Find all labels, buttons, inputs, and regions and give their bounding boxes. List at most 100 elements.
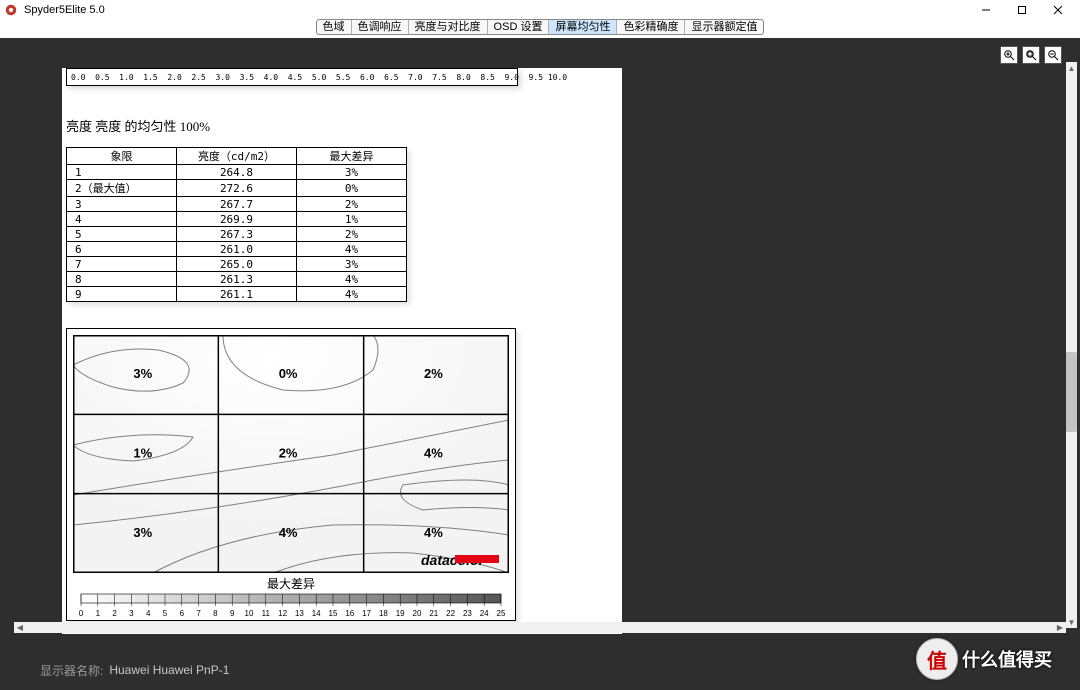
table-cell: 3%	[297, 165, 407, 180]
table-cell: 261.3	[177, 272, 297, 287]
table-row: 5267.32%	[67, 227, 407, 242]
table-row: 4269.91%	[67, 212, 407, 227]
svg-text:1%: 1%	[133, 445, 152, 460]
ruler-top: 0.0 0.5 1.0 1.5 2.0 2.5 3.0 3.5 4.0 4.5 …	[66, 68, 518, 86]
svg-text:3: 3	[129, 609, 134, 618]
app-icon	[4, 3, 18, 17]
tab-3[interactable]: OSD 设置	[488, 20, 550, 34]
svg-text:1: 1	[96, 609, 101, 618]
horizontal-scrollbar[interactable]: ◀ ▶	[14, 622, 1066, 633]
svg-text:0%: 0%	[279, 366, 298, 381]
tab-6[interactable]: 显示器额定值	[685, 20, 763, 34]
svg-text:3%: 3%	[133, 525, 152, 540]
report-page: 0.0 0.5 1.0 1.5 2.0 2.5 3.0 3.5 4.0 4.5 …	[62, 68, 622, 634]
table-cell: 1%	[297, 212, 407, 227]
uniformity-grid: 3%0%2%1%2%4%3%4%4%datacolor	[73, 335, 509, 573]
table-cell: 6	[67, 242, 177, 257]
svg-text:11: 11	[262, 609, 271, 618]
table-row: 3267.72%	[67, 197, 407, 212]
table-cell: 272.6	[177, 180, 297, 197]
svg-text:23: 23	[463, 609, 472, 618]
svg-text:10: 10	[245, 609, 254, 618]
svg-text:12: 12	[278, 609, 287, 618]
zoom-in-icon[interactable]	[1000, 46, 1018, 64]
svg-text:4%: 4%	[424, 445, 443, 460]
scroll-right-icon[interactable]: ▶	[1054, 622, 1066, 633]
uniformity-grid-panel: 3%0%2%1%2%4%3%4%4%datacolor 最大差异 0123456…	[66, 328, 516, 621]
svg-text:21: 21	[429, 609, 438, 618]
svg-text:17: 17	[362, 609, 371, 618]
tab-1[interactable]: 色调响应	[352, 20, 409, 34]
scroll-down-icon[interactable]: ▼	[1066, 616, 1077, 628]
svg-text:19: 19	[396, 609, 405, 618]
window-close-button[interactable]	[1040, 1, 1076, 19]
col-header-maxdiff: 最大差异	[297, 148, 407, 165]
table-cell: 8	[67, 272, 177, 287]
scroll-left-icon[interactable]: ◀	[14, 622, 26, 633]
svg-text:25: 25	[497, 609, 506, 618]
svg-text:6: 6	[180, 609, 185, 618]
report-viewport: 0.0 0.5 1.0 1.5 2.0 2.5 3.0 3.5 4.0 4.5 …	[14, 44, 1066, 634]
zoom-out-icon[interactable]	[1044, 46, 1062, 64]
table-cell: 5	[67, 227, 177, 242]
status-value: Huawei Huawei PnP-1	[109, 663, 229, 677]
table-cell: 4%	[297, 272, 407, 287]
table-row: 2（最大值）272.60%	[67, 180, 407, 197]
table-cell: 1	[67, 165, 177, 180]
table-cell: 261.1	[177, 287, 297, 302]
tab-0[interactable]: 色域	[317, 20, 352, 34]
table-row: 8261.34%	[67, 272, 407, 287]
table-cell: 265.0	[177, 257, 297, 272]
app-title: Spyder5Elite 5.0	[24, 4, 105, 16]
viewer-chrome: 0.0 0.5 1.0 1.5 2.0 2.5 3.0 3.5 4.0 4.5 …	[0, 38, 1080, 690]
window-maximize-button[interactable]	[1004, 1, 1040, 19]
table-row: 7265.03%	[67, 257, 407, 272]
svg-text:0: 0	[79, 609, 84, 618]
svg-text:13: 13	[295, 609, 304, 618]
svg-text:8: 8	[213, 609, 218, 618]
table-row: 6261.04%	[67, 242, 407, 257]
table-cell: 4%	[297, 287, 407, 302]
scroll-up-icon[interactable]: ▲	[1066, 62, 1077, 74]
svg-text:18: 18	[379, 609, 388, 618]
svg-text:4%: 4%	[424, 525, 443, 540]
table-cell: 2（最大值）	[67, 180, 177, 197]
vertical-scrollbar[interactable]: ▲ ▼	[1066, 62, 1077, 628]
zoom-toolbar	[1000, 46, 1062, 64]
watermark-glyph: 值	[916, 638, 958, 680]
svg-text:2: 2	[112, 609, 117, 618]
table-cell: 267.3	[177, 227, 297, 242]
svg-text:7: 7	[196, 609, 201, 618]
table-cell: 267.7	[177, 197, 297, 212]
svg-text:4%: 4%	[279, 525, 298, 540]
svg-text:9: 9	[230, 609, 235, 618]
vscroll-thumb[interactable]	[1066, 352, 1077, 432]
svg-text:15: 15	[329, 609, 338, 618]
table-row: 1264.83%	[67, 165, 407, 180]
legend-scale: 0123456789101112131415161718192021222324…	[73, 592, 509, 618]
svg-text:4: 4	[146, 609, 151, 618]
col-header-luminance: 亮度（cd/m2）	[177, 148, 297, 165]
legend-title: 最大差异	[73, 575, 509, 592]
table-cell: 261.0	[177, 242, 297, 257]
table-cell: 269.9	[177, 212, 297, 227]
svg-text:22: 22	[446, 609, 455, 618]
uniformity-table: 象限 亮度（cd/m2） 最大差异 1264.83%2（最大值）272.60%3…	[66, 147, 407, 302]
svg-text:5: 5	[163, 609, 168, 618]
table-cell: 2%	[297, 227, 407, 242]
tab-4[interactable]: 屏幕均匀性	[549, 20, 617, 34]
status-label: 显示器名称:	[40, 662, 103, 679]
tab-2[interactable]: 亮度与对比度	[409, 20, 488, 34]
svg-text:20: 20	[413, 609, 422, 618]
tab-5[interactable]: 色彩精确度	[617, 20, 685, 34]
window-minimize-button[interactable]	[968, 1, 1004, 19]
table-cell: 4%	[297, 242, 407, 257]
table-cell: 264.8	[177, 165, 297, 180]
col-header-quadrant: 象限	[67, 148, 177, 165]
zoom-fit-icon[interactable]	[1022, 46, 1040, 64]
svg-text:3%: 3%	[133, 366, 152, 381]
watermark-text: 什么值得买	[962, 646, 1052, 672]
table-cell: 4	[67, 212, 177, 227]
svg-text:2%: 2%	[424, 366, 443, 381]
table-cell: 7	[67, 257, 177, 272]
